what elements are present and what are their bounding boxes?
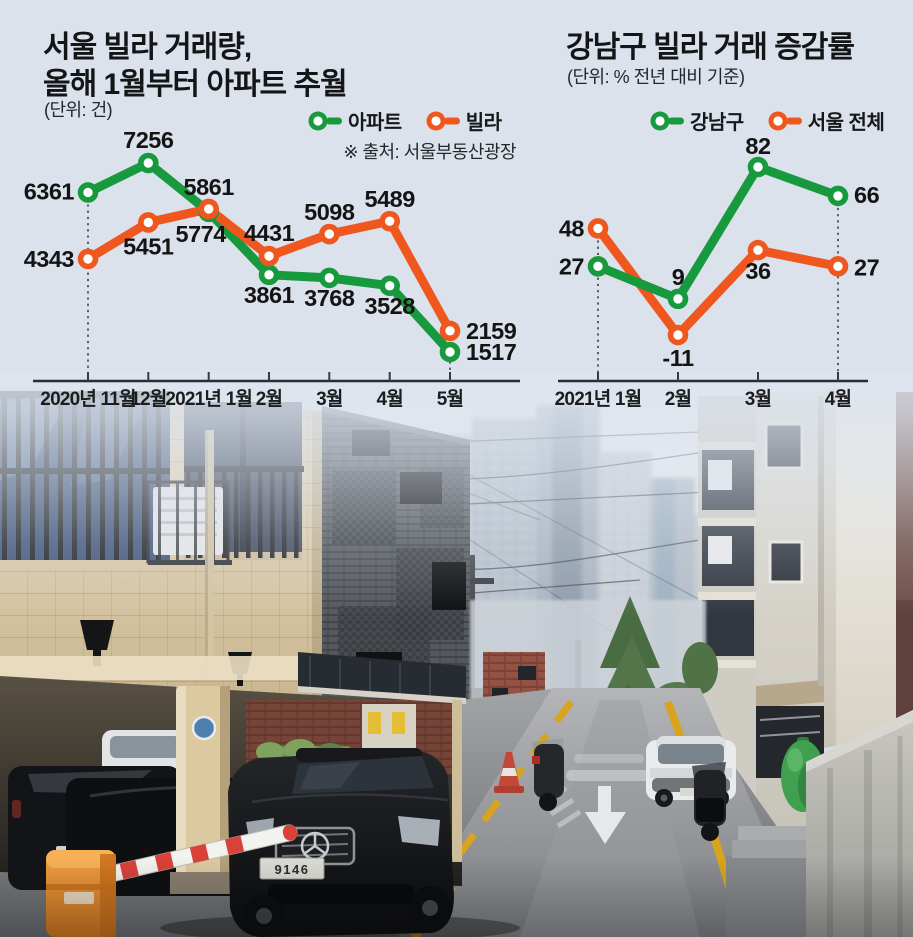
legend-label-seoul-total: 서울 전체 <box>807 112 885 134</box>
left-chart-title: 서울 빌라 거래량, 올해 1월부터 아파트 추월 <box>43 30 348 103</box>
left-chart-unit-label: (단위: 건) <box>44 100 113 120</box>
left-chart-title-line2: 올해 1월부터 아파트 추월 <box>43 67 348 101</box>
line-marker-icon <box>426 111 460 130</box>
left-chart-source: ※ 출처: 서울부동산광장 <box>343 142 516 162</box>
legend-item-seoul-total: 서울 전체 <box>766 106 885 135</box>
line-marker-icon <box>768 111 802 130</box>
vignette <box>0 858 913 937</box>
left-chart-title-line1: 서울 빌라 거래량, <box>43 31 252 64</box>
line-marker-icon <box>308 111 342 130</box>
right-chart-title-line1: 강남구 빌라 거래 증감률 <box>566 31 855 64</box>
legend-item-apartment: 아파트 <box>306 106 402 135</box>
right-chart-unit-label: (단위: % 전년 대비 기준) <box>567 67 745 87</box>
right-chart-legend: 강남구 서울 전체 <box>648 106 885 135</box>
legend-item-villa: 빌라 <box>424 106 502 135</box>
villa-left <box>0 386 330 704</box>
legend-label-apartment: 아파트 <box>348 112 402 134</box>
legend-item-gangnam: 강남구 <box>648 106 744 135</box>
left-chart-legend: 아파트 빌라 <box>306 106 502 135</box>
ac-unit <box>146 480 232 565</box>
legend-label-villa: 빌라 <box>465 112 502 134</box>
right-chart-title: 강남구 빌라 거래 증감률 <box>566 30 855 67</box>
line-marker-icon <box>650 111 684 130</box>
legend-label-gangnam: 강남구 <box>690 112 744 134</box>
